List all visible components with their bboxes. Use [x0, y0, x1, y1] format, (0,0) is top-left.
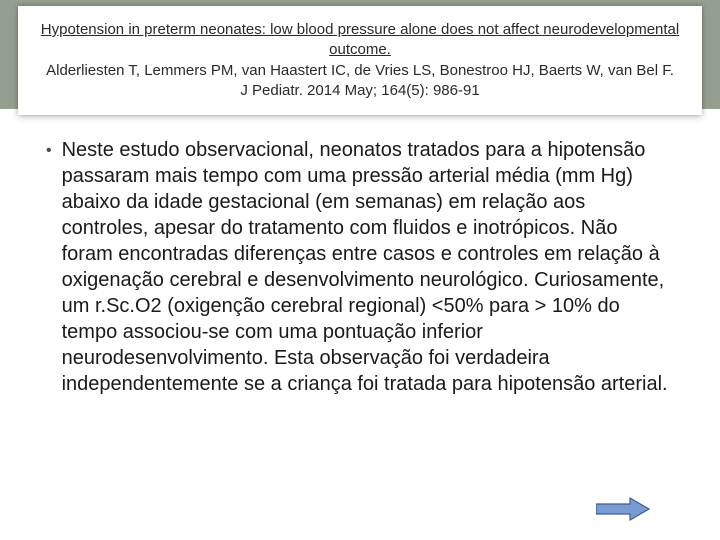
title-line-1: Hypotension in preterm neonates: low blo… [38, 20, 682, 40]
bullet-item: • Neste estudo observacional, neonatos t… [46, 137, 674, 397]
title-band: Hypotension in preterm neonates: low blo… [0, 0, 720, 109]
body-area: • Neste estudo observacional, neonatos t… [0, 109, 720, 397]
title-line-2: outcome. [38, 40, 682, 60]
bullet-glyph: • [46, 137, 52, 165]
title-authors: Alderliesten T, Lemmers PM, van Haastert… [38, 61, 682, 81]
title-link-part1: Hypotension in preterm neonates: low blo… [41, 21, 679, 38]
next-arrow[interactable] [596, 496, 650, 522]
arrow-right-icon [596, 496, 650, 522]
body-paragraph: Neste estudo observacional, neonatos tra… [62, 137, 674, 397]
slide-container: Hypotension in preterm neonates: low blo… [0, 0, 720, 540]
title-link-part2: outcome. [329, 41, 391, 58]
title-box: Hypotension in preterm neonates: low blo… [18, 6, 702, 115]
title-citation: J Pediatr. 2014 May; 164(5): 986-91 [38, 81, 682, 101]
